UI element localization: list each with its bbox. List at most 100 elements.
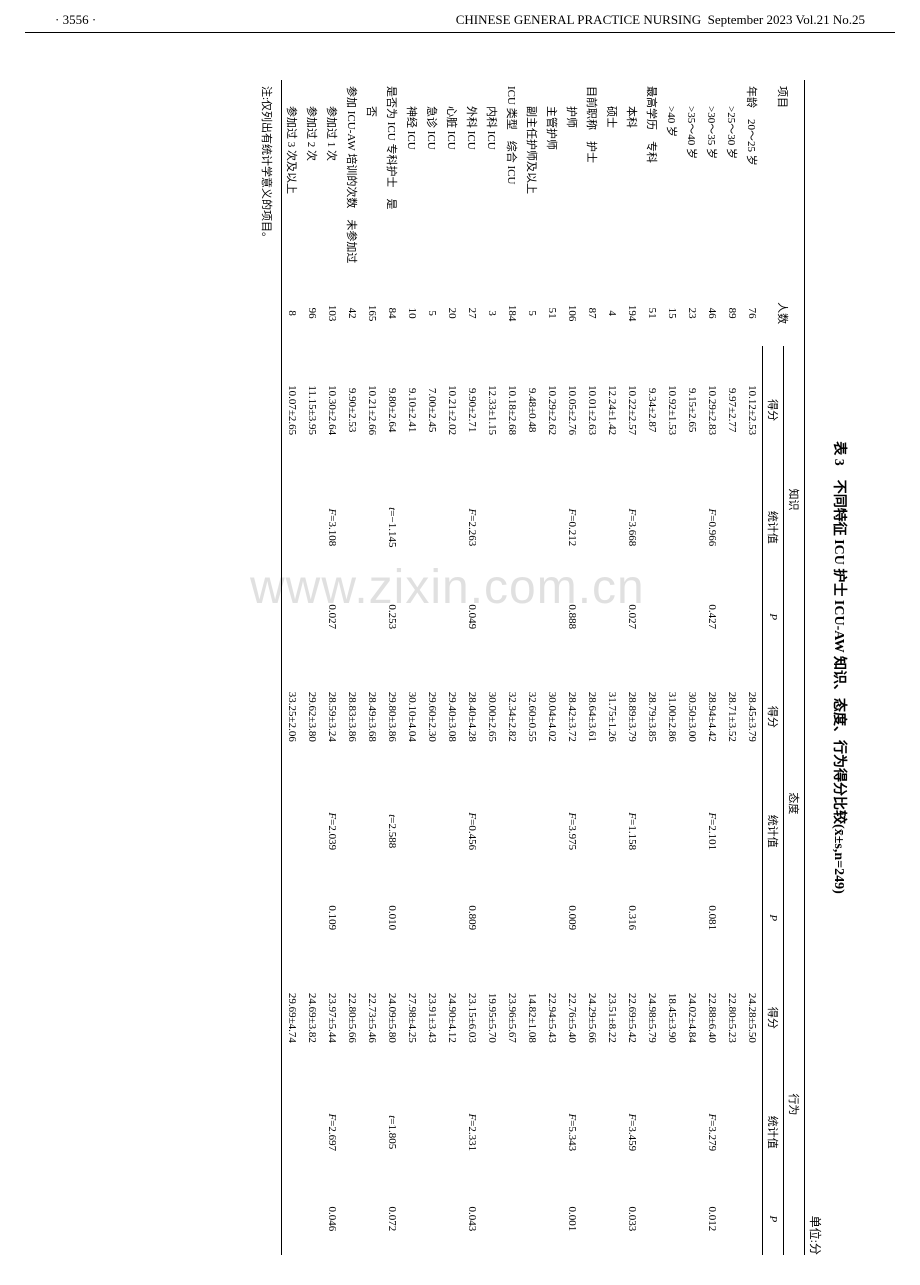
cell: >35～40 岁 — [683, 80, 703, 280]
cell: 96 — [303, 280, 323, 346]
cell: 10.01±2.63 — [583, 346, 603, 474]
cell: 0.427 — [703, 581, 723, 653]
cell — [523, 781, 543, 882]
cell — [303, 1082, 323, 1183]
cell — [583, 781, 603, 882]
cell: 51 — [543, 280, 563, 346]
cell — [743, 1082, 763, 1183]
table-row: 最高学历 专科519.34±2.8728.79±3.8524.98±5.79 — [643, 80, 663, 1255]
cell: 28.59±3.24 — [323, 653, 343, 781]
cell — [603, 1183, 623, 1255]
cell — [503, 1183, 523, 1255]
cell — [683, 474, 703, 580]
cell: 9.48±0.48 — [523, 346, 543, 474]
cell: F=0.966 — [703, 474, 723, 580]
table-row: 主管护师5110.29±2.6230.04±4.0222.94±5.43 — [543, 80, 563, 1255]
cell — [723, 781, 743, 882]
cell: 32.60±0.55 — [523, 653, 543, 781]
cell: 心脏 ICU — [443, 80, 463, 280]
cell: 19.95±5.70 — [483, 954, 503, 1082]
cell: 27.98±4.25 — [403, 954, 423, 1082]
cell — [603, 1082, 623, 1183]
cell: 24.09±5.80 — [383, 954, 403, 1082]
cell — [523, 581, 543, 653]
table-container: 表 3 不同特征 ICU 护士 ICU-AW 知识、态度、行为得分比较(x̄±s… — [0, 50, 870, 1285]
cell: 28.89±3.79 — [623, 653, 643, 781]
cell — [723, 1183, 743, 1255]
cell: 护师 — [563, 80, 583, 280]
cell — [403, 1082, 423, 1183]
table-row: 外科 ICU279.90±2.71F=2.2630.04928.40±4.28F… — [463, 80, 483, 1255]
cell: 10.12±2.53 — [743, 346, 763, 474]
cell — [663, 474, 683, 580]
cell — [663, 882, 683, 954]
cell — [503, 474, 523, 580]
col-group-knowledge: 知识 — [784, 346, 805, 653]
cell: >25～30 岁 — [723, 80, 743, 280]
cell — [423, 581, 443, 653]
table-row: 护师10610.05±2.76F=0.2120.88828.42±3.72F=3… — [563, 80, 583, 1255]
col-stat: 统计值 — [763, 781, 784, 882]
cell: 0.809 — [463, 882, 483, 954]
cell — [343, 1183, 363, 1255]
cell: 9.15±2.65 — [683, 346, 703, 474]
cell: 31.00±2.86 — [663, 653, 683, 781]
journal-info: CHINESE GENERAL PRACTICE NURSING Septemb… — [456, 12, 865, 28]
cell: 28.42±3.72 — [563, 653, 583, 781]
cell — [643, 1183, 663, 1255]
table-row: 参加过 1 次10310.30±2.64F=3.1080.02728.59±3.… — [323, 80, 343, 1255]
cell: F=3.108 — [323, 474, 343, 580]
col-stat: 统计值 — [763, 1082, 784, 1183]
cell: 10.29±2.62 — [543, 346, 563, 474]
table-row: 副主任护师及以上59.48±0.4832.60±0.5514.82±1.08 — [523, 80, 543, 1255]
cell: F=0.456 — [463, 781, 483, 882]
cell — [403, 1183, 423, 1255]
cell — [643, 581, 663, 653]
cell: 否 — [363, 80, 383, 280]
cell: 0.046 — [323, 1183, 343, 1255]
cell: 硕士 — [603, 80, 623, 280]
cell: 0.888 — [563, 581, 583, 653]
cell: 23.51±8.22 — [603, 954, 623, 1082]
cell — [363, 1082, 383, 1183]
cell: F=0.212 — [563, 474, 583, 580]
cell — [543, 1082, 563, 1183]
cell — [743, 1183, 763, 1255]
cell — [483, 474, 503, 580]
cell: 22.88±6.40 — [703, 954, 723, 1082]
cell — [683, 1082, 703, 1183]
cell — [483, 1082, 503, 1183]
cell — [443, 1183, 463, 1255]
table-row: 本科19410.22±2.57F=3.6680.02728.89±3.79F=1… — [623, 80, 643, 1255]
cell — [723, 1082, 743, 1183]
cell: 30.50±3.00 — [683, 653, 703, 781]
cell: 22.69±5.42 — [623, 954, 643, 1082]
cell: 29.80±3.86 — [383, 653, 403, 781]
cell: 11.15±3.95 — [303, 346, 323, 474]
cell: 23.97±5.44 — [323, 954, 343, 1082]
table-row: 参加过 2 次9611.15±3.9529.62±3.8024.69±3.82 — [303, 80, 323, 1255]
cell — [543, 1183, 563, 1255]
cell: 165 — [363, 280, 383, 346]
cell — [523, 882, 543, 954]
cell: 46 — [703, 280, 723, 346]
cell: 29.62±3.80 — [303, 653, 323, 781]
cell — [363, 581, 383, 653]
table-row: >40 岁1510.92±1.5331.00±2.8618.45±3.90 — [663, 80, 683, 1255]
cell: 10.22±2.57 — [623, 346, 643, 474]
cell: >40 岁 — [663, 80, 683, 280]
cell: 42 — [343, 280, 363, 346]
cell: 10.05±2.76 — [563, 346, 583, 474]
cell — [543, 581, 563, 653]
cell: 24.98±5.79 — [643, 954, 663, 1082]
table-row: 硕士412.24±1.4231.75±1.2623.51±8.22 — [603, 80, 623, 1255]
cell: F=3.279 — [703, 1082, 723, 1183]
table-row: >30～35 岁4610.29±2.83F=0.9660.42728.94±4.… — [703, 80, 723, 1255]
cell: 9.97±2.77 — [723, 346, 743, 474]
cell: 28.45±3.79 — [743, 653, 763, 781]
cell — [723, 474, 743, 580]
cell: 10.30±2.64 — [323, 346, 343, 474]
cell: 23.96±5.67 — [503, 954, 523, 1082]
cell: 0.009 — [563, 882, 583, 954]
table-row: 参加 ICU-AW 培训的次数 未参加过429.90±2.5328.83±3.8… — [343, 80, 363, 1255]
